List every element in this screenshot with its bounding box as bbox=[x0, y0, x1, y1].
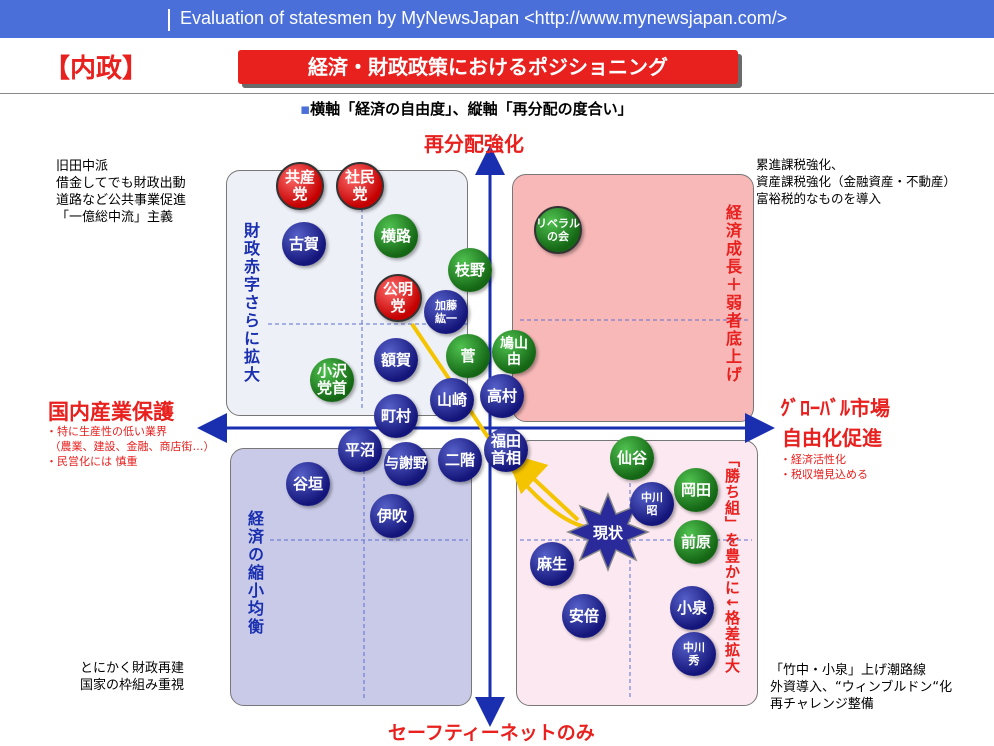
node-yosano: 与謝野 bbox=[384, 442, 428, 486]
note-left-detail: ・特に生産性の低い業界 （農業、建設、金融、商店街…） ・民営化には 慎重 bbox=[46, 425, 215, 468]
node-fukuda: 福田 首相 bbox=[484, 428, 528, 472]
node-komei: 公明 党 bbox=[374, 274, 422, 322]
node-machimura: 町村 bbox=[374, 394, 418, 438]
note-bottom-right: 「竹中・小泉」上げ潮路線 外資導入、“ウィンブルドン“化 再チャレンジ整備 bbox=[770, 663, 953, 712]
trajectory-arrow-head bbox=[505, 452, 580, 522]
node-ibuki: 伊吹 bbox=[370, 494, 414, 538]
node-koga: 古賀 bbox=[282, 222, 326, 266]
node-nakagawa-a: 中川 昭 bbox=[630, 482, 674, 526]
node-shamin: 社民 党 bbox=[336, 162, 384, 210]
axis-right-label-1: ｸﾞﾛｰﾊﾞﾙ市場 bbox=[780, 396, 890, 420]
node-hatoyama: 鳩山 由 bbox=[492, 330, 536, 374]
quadrant-label-bottom-left: 経済の縮小均衡 bbox=[245, 510, 264, 636]
node-edano: 枝野 bbox=[448, 248, 492, 292]
section-label: 【内政】 bbox=[44, 54, 149, 84]
quadrant-bottom-left bbox=[230, 448, 472, 706]
axis-top-label: 再分配強化 bbox=[424, 132, 524, 156]
node-abe: 安倍 bbox=[562, 594, 606, 638]
node-nakagawa-h: 中川 秀 bbox=[672, 632, 716, 676]
node-genjo: 現状 bbox=[592, 524, 623, 542]
node-yamasaki: 山崎 bbox=[430, 378, 474, 422]
header-bar: Evaluation of statesmen by MyNewsJapan <… bbox=[0, 0, 994, 38]
current-state-star bbox=[565, 491, 651, 573]
note-top-right: 累進課税強化、 資産課税強化（金融資産・不動産） 富裕税的なものを導入 bbox=[756, 157, 957, 206]
note-right-detail: ・経済活性化 ・税収増見込める bbox=[780, 453, 868, 481]
node-maehara: 前原 bbox=[674, 520, 718, 564]
node-ozawa: 小沢 党首 bbox=[310, 358, 354, 402]
node-sengoku: 仙谷 bbox=[610, 436, 654, 480]
node-kan: 菅 bbox=[446, 334, 490, 378]
node-yokomichi: 横路 bbox=[374, 214, 418, 258]
page-title: 経済・財政政策におけるポジショニング bbox=[238, 50, 738, 84]
header-divider bbox=[168, 9, 170, 31]
bullet-icon: ▪ bbox=[300, 100, 311, 118]
node-aso: 麻生 bbox=[530, 542, 574, 586]
node-liberal: リベラル の会 bbox=[534, 206, 582, 254]
node-kato: 加藤 紘一 bbox=[424, 290, 468, 334]
node-hiranuma: 平沼 bbox=[338, 428, 382, 472]
note-bottom-left: とにかく財政再建 国家の枠組み重視 bbox=[80, 661, 185, 693]
axis-right-label-2: 自由化促進 bbox=[782, 426, 882, 450]
quadrant-label-top-left: 財政赤字さらに拡大 bbox=[241, 222, 260, 384]
header-text: Evaluation of statesmen by MyNewsJapan <… bbox=[180, 8, 788, 28]
note-top-left: 旧田中派 借金してでも財政出動 道路など公共事業促進 「一億総中流」主義 bbox=[56, 159, 187, 225]
axis-bottom-label: セーフティーネットのみ bbox=[388, 722, 595, 744]
node-nukaga: 額賀 bbox=[374, 338, 418, 382]
subtitle: ▪横軸「経済の自由度」、縦軸「再分配の度合い」 bbox=[300, 98, 633, 119]
node-koizumi: 小泉 bbox=[670, 586, 714, 630]
subtitle-text: 横軸「経済の自由度」、縦軸「再分配の度合い」 bbox=[310, 100, 633, 118]
node-komura: 高村 bbox=[480, 374, 524, 418]
node-nikai: 二階 bbox=[438, 438, 482, 482]
node-okada: 岡田 bbox=[674, 468, 718, 512]
axis-left-label: 国内産業保護 bbox=[48, 400, 174, 424]
divider bbox=[0, 93, 994, 94]
quadrant-label-top-right: 経済成長＋弱者底上げ bbox=[723, 204, 742, 384]
quadrant-label-bottom-right: 「勝ち組」を豊かに↓格差拡大 bbox=[723, 452, 741, 674]
node-kyosan: 共産 党 bbox=[276, 162, 324, 210]
node-tanigaki: 谷垣 bbox=[286, 462, 330, 506]
